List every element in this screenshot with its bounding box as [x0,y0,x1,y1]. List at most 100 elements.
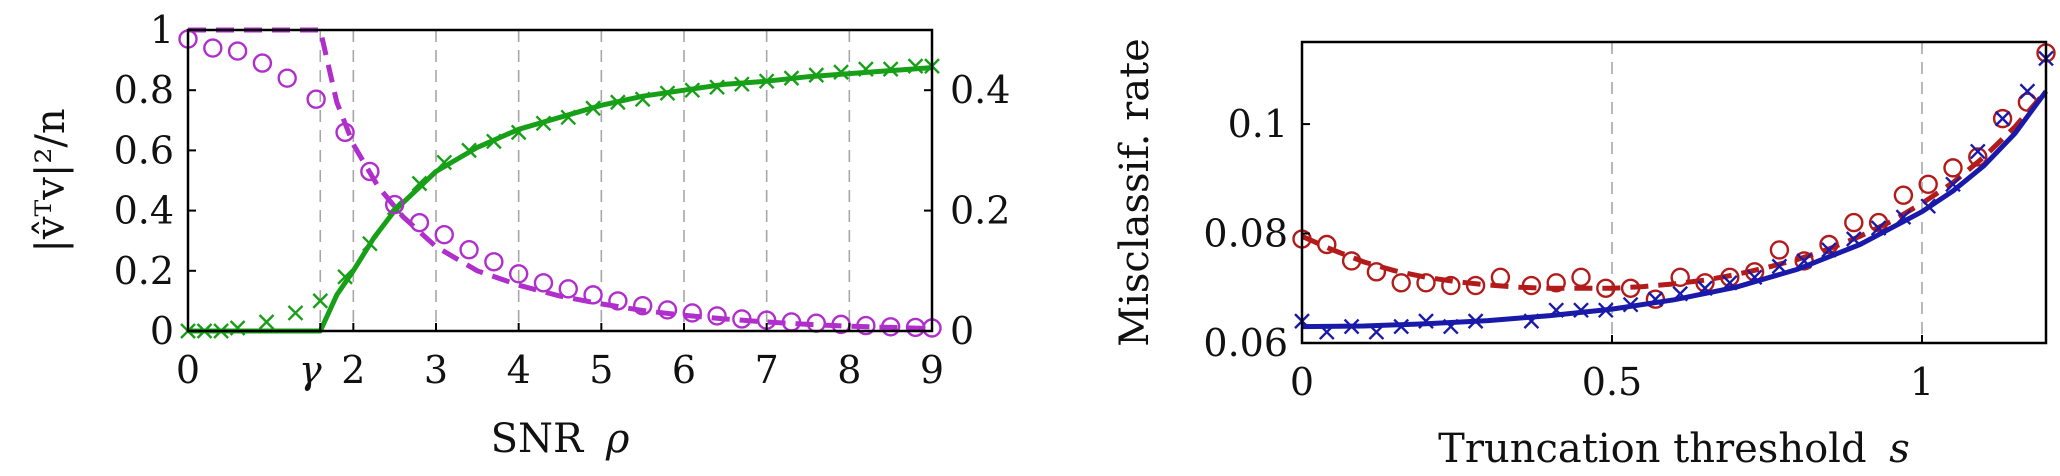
data-point [411,175,428,192]
data-point [1416,273,1436,293]
data-point [2019,83,2036,100]
data-point [1442,318,1459,335]
data-point [312,293,329,309]
data-point [1317,234,1337,255]
data-point [436,154,453,171]
x-tick-label: 4 [507,348,531,392]
x-tick-label: 0 [176,348,200,392]
x-tick-label: 0 [1290,360,1314,404]
series-line-0 [188,65,933,334]
y-axis-label: Misclassif. rate [1112,38,1158,347]
data-point [306,89,326,109]
data-point [1467,313,1484,329]
data-point [1994,110,2011,127]
x-tick-label: 7 [755,348,779,392]
data-point [508,264,529,284]
x-tick-label: γ [299,348,322,392]
y-tick-label: 0.2 [114,249,174,293]
data-point [1620,278,1641,298]
y-tick-label: 1 [150,8,174,52]
data-point [1571,267,1591,288]
tick-labels: 0 0.5 1 0.06 0.08 0.1 [1203,102,1934,404]
data-point [1318,324,1335,340]
x-axis-label-text: Truncation threshold [1438,426,1866,472]
x-axis-label-symbol: ρ [605,416,630,462]
data-point [808,67,825,83]
data-point [1490,267,1511,288]
data-point [1523,313,1540,329]
data-point [1368,324,1385,340]
data-point [1521,275,1542,296]
y2-tick-label: 0 [950,309,974,353]
threshold-chart: 0 0.5 10.060.080.1 Truncation threshold s … [1112,38,2056,472]
data-point [1746,269,1763,286]
data-point [882,61,899,77]
data-point [1418,313,1434,329]
data-point [858,61,874,77]
plot-frame [1300,40,2048,345]
data-point [682,303,702,323]
data-point [758,73,775,90]
data-point [707,306,727,326]
data-point [252,53,273,73]
y-tick-label: 0.4 [114,189,174,233]
data-point [583,285,603,305]
data-point [1343,318,1360,335]
data-point [1697,280,1713,297]
data-point [585,100,601,117]
data-point [1597,302,1614,319]
data-point [856,315,876,336]
data-point [258,314,275,330]
data-point [560,109,577,126]
data-point [632,296,653,316]
y-tick-label: 0.8 [114,68,174,112]
data-point [1769,240,1790,260]
x-tick-label: 3 [424,348,448,392]
data-point [1920,198,1937,215]
data-point [1391,273,1411,293]
data-point [880,317,901,337]
data-point [1819,234,1839,255]
data-point [1844,212,1864,233]
series-group [1292,43,2056,340]
data-point [434,224,454,245]
data-point [1895,209,1912,225]
data-point [1992,108,2013,129]
y-tick-label: 0.6 [114,128,174,172]
data-point [1672,285,1689,302]
data-point [486,133,502,150]
data-point [1596,278,1616,298]
data-point [459,240,479,260]
data-point [833,64,849,80]
data-point [360,161,380,182]
x-tick-label: 5 [589,348,613,392]
data-point [1969,143,1986,160]
data-point [1393,318,1410,335]
data-point [1721,274,1738,291]
y-tick-label: 0 [150,309,174,353]
x-tick-label: 6 [672,348,696,392]
data-point [409,212,430,233]
data-point [1548,302,1565,319]
data-point [229,320,246,336]
data-point [535,115,552,132]
x-axis-label: SNR ρ [491,416,630,462]
y-axis-label: |v̂ᵀv|²/n [28,108,74,252]
data-point [1943,158,1963,178]
data-point [608,291,628,311]
data-point [484,252,504,272]
data-point [384,194,405,215]
data-point [1870,220,1887,236]
data-point [1771,258,1788,275]
data-point [1918,174,1938,194]
data-point [907,58,924,74]
x-tick-label: 1 [1910,360,1934,404]
data-point [1720,267,1740,288]
data-point [734,76,750,93]
y-tick-label: 0.08 [1203,212,1288,256]
data-point [335,122,355,143]
x-tick-label: 0.5 [1582,360,1642,404]
